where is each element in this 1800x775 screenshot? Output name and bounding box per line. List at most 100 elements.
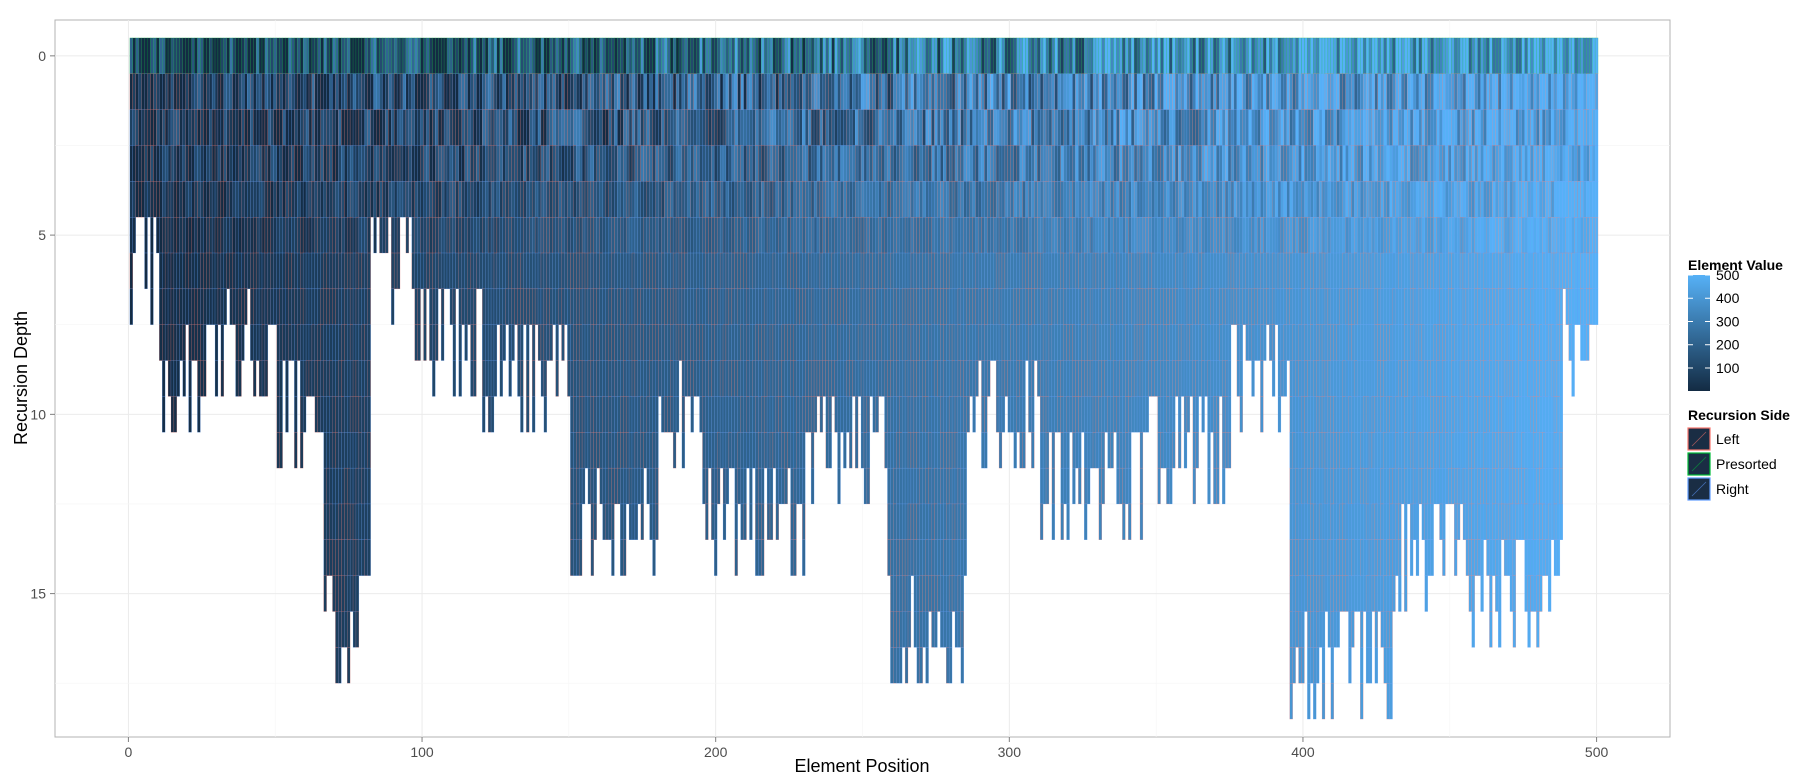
heatmap-cell: [367, 432, 371, 469]
heatmap-cell: [1348, 288, 1352, 325]
heatmap-cell: [766, 73, 771, 110]
heatmap-cell: [358, 145, 363, 182]
heatmap-cell: [1113, 145, 1117, 182]
heatmap-cell: [584, 109, 589, 146]
heatmap-cell: [267, 288, 271, 325]
heatmap-cell: [543, 181, 548, 218]
heatmap-cell: [1368, 432, 1373, 469]
heatmap-cell: [846, 217, 850, 254]
heatmap-cell: [270, 37, 274, 74]
heatmap-cell: [810, 145, 815, 182]
heatmap-cell: [1101, 145, 1105, 182]
heatmap-cell: [623, 360, 627, 397]
heatmap-cell: [150, 217, 154, 254]
heatmap-cell: [722, 324, 727, 361]
heatmap-cell: [564, 37, 568, 74]
heatmap-cell: [869, 73, 873, 110]
heatmap-cell: [1019, 145, 1023, 182]
heatmap-cell: [1310, 611, 1314, 648]
heatmap-cell: [508, 181, 512, 218]
heatmap-cell: [690, 37, 694, 74]
heatmap-cell: [655, 252, 659, 290]
heatmap-cell: [352, 109, 357, 146]
heatmap-cell: [1368, 37, 1373, 74]
heatmap-cell: [702, 288, 706, 325]
heatmap-cell: [179, 324, 183, 361]
heatmap-cell: [640, 503, 644, 541]
heatmap-cell: [285, 252, 289, 290]
heatmap-cell: [843, 145, 847, 182]
heatmap-cell: [890, 181, 894, 218]
heatmap-cell: [913, 37, 917, 74]
heatmap-cell: [364, 324, 368, 361]
heatmap-cell: [208, 288, 213, 325]
heatmap-cell: [1104, 252, 1108, 290]
heatmap-cell: [790, 396, 794, 433]
heatmap-cell: [1315, 288, 1320, 325]
heatmap-cell: [203, 288, 207, 325]
heatmap-cell: [1295, 324, 1299, 361]
heatmap-cell: [332, 575, 336, 612]
heatmap-cell: [1042, 288, 1047, 325]
heatmap-cell: [881, 37, 885, 74]
heatmap-cell: [901, 575, 906, 612]
heatmap-cell: [555, 109, 559, 146]
heatmap-cell: [1145, 324, 1149, 361]
heatmap-cell: [270, 217, 274, 254]
heatmap-cell: [408, 145, 412, 182]
heatmap-cell: [655, 503, 659, 541]
heatmap-cell: [805, 181, 809, 218]
heatmap-cell: [323, 217, 327, 254]
heatmap-cell: [241, 109, 245, 146]
heatmap-cell: [449, 252, 454, 290]
heatmap-cell: [170, 37, 175, 74]
heatmap-cell: [643, 73, 647, 110]
heatmap-cell: [294, 37, 298, 74]
heatmap-cell: [1324, 360, 1329, 397]
heatmap-cell: [928, 37, 932, 74]
heatmap-cell: [916, 145, 920, 182]
heatmap-cell: [1095, 181, 1100, 218]
heatmap-cell: [781, 360, 785, 397]
heatmap-cell: [896, 647, 900, 684]
heatmap-cell: [1307, 324, 1311, 361]
heatmap-cell: [822, 252, 826, 290]
heatmap-cell: [916, 575, 920, 612]
heatmap-cell: [326, 432, 330, 469]
heatmap-cell: [355, 503, 360, 541]
heatmap-cell: [1075, 109, 1079, 146]
heatmap-cell: [602, 503, 606, 541]
heatmap-cell: [382, 109, 386, 146]
heatmap-cell: [981, 360, 985, 397]
heatmap-cell: [440, 252, 445, 290]
heatmap-cell: [1051, 217, 1056, 254]
heatmap-cell: [1045, 360, 1050, 397]
heatmap-cell: [584, 360, 589, 397]
heatmap-cell: [129, 145, 133, 182]
heatmap-cell: [508, 217, 512, 254]
heatmap-cell: [1101, 109, 1105, 146]
heatmap-cell: [755, 360, 759, 397]
heatmap-cell: [194, 109, 198, 146]
heatmap-cell: [520, 145, 524, 182]
heatmap-cell: [1266, 217, 1270, 254]
heatmap-cell: [581, 324, 586, 361]
heatmap-cell: [860, 109, 865, 146]
heatmap-cell: [669, 288, 674, 325]
heatmap-cell: [323, 360, 327, 397]
heatmap-cell: [197, 37, 201, 74]
heatmap-cell: [1151, 288, 1155, 325]
heatmap-cell: [1301, 611, 1305, 648]
heatmap-cell: [1063, 181, 1067, 218]
heatmap-cell: [1084, 37, 1088, 74]
heatmap-cell: [1113, 181, 1117, 218]
heatmap-cell: [1131, 360, 1135, 397]
heatmap-cell: [590, 503, 594, 541]
heatmap-cell: [925, 611, 929, 648]
heatmap-cell: [288, 324, 292, 361]
heatmap-cell: [743, 145, 747, 182]
heatmap-cell: [667, 145, 671, 182]
heatmap-cell: [901, 37, 906, 74]
heatmap-cell: [1239, 73, 1243, 110]
heatmap-cell: [719, 217, 724, 254]
